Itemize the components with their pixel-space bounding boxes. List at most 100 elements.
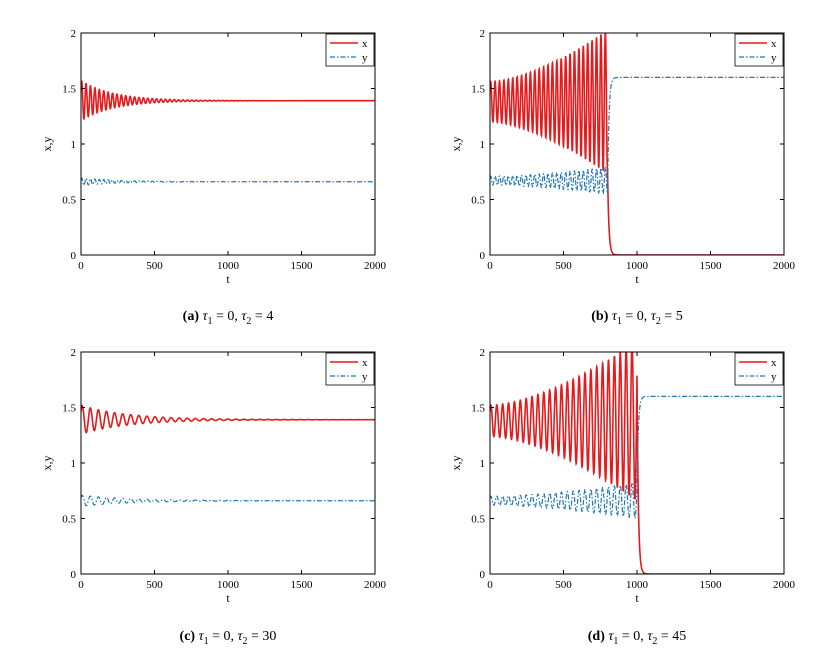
x-axis-label: t bbox=[635, 272, 639, 286]
y-axis-label: x,y bbox=[40, 456, 54, 471]
caption-part: (a) bbox=[183, 309, 200, 324]
legend-label-y: y bbox=[362, 371, 368, 383]
legend-box bbox=[325, 33, 375, 67]
x-axis-label: t bbox=[226, 591, 230, 605]
y-tick-label: 0 bbox=[71, 569, 77, 581]
caption-part: 2 bbox=[652, 636, 657, 647]
panel-caption: (d) τ1 = 0, τ2 = 45 bbox=[588, 629, 686, 647]
y-tick-label: 1.5 bbox=[471, 84, 485, 96]
legend-label-x: x bbox=[771, 357, 777, 369]
y-tick-label: 2 bbox=[480, 347, 486, 359]
x-tick-label: 2000 bbox=[773, 260, 796, 272]
caption-part: 2 bbox=[246, 316, 251, 327]
panel-caption: (b) τ1 = 0, τ2 = 5 bbox=[591, 309, 682, 327]
series-line-y bbox=[490, 395, 784, 520]
x-tick-label: 500 bbox=[146, 579, 163, 591]
y-tick-label: 0 bbox=[480, 250, 486, 262]
x-tick-label: 1000 bbox=[217, 579, 240, 591]
legend-box bbox=[325, 352, 375, 386]
caption-part: 1 bbox=[208, 316, 213, 327]
caption-part: τ bbox=[608, 629, 614, 644]
x-tick-label: 0 bbox=[487, 579, 493, 591]
caption-part: (b) bbox=[591, 309, 608, 324]
caption-part: = 0, bbox=[213, 309, 242, 324]
caption-part: 1 bbox=[617, 316, 622, 327]
caption-part: = 0, bbox=[618, 629, 647, 644]
y-axis-label: x,y bbox=[449, 137, 463, 152]
y-tick-label: 0.5 bbox=[62, 195, 76, 207]
y-tick-label: 1.5 bbox=[471, 403, 485, 415]
caption-part: = 45 bbox=[657, 629, 686, 644]
series-line-y bbox=[490, 76, 784, 196]
legend: xy bbox=[734, 352, 784, 386]
caption-part: = 30 bbox=[248, 629, 277, 644]
y-tick-label: 2 bbox=[71, 28, 77, 40]
x-axis-label: t bbox=[635, 591, 639, 605]
x-tick-label: 1500 bbox=[291, 260, 314, 272]
legend-box bbox=[734, 33, 784, 67]
x-tick-label: 500 bbox=[555, 579, 572, 591]
y-tick-label: 0 bbox=[71, 250, 77, 262]
x-tick-label: 1500 bbox=[700, 260, 723, 272]
x-tick-label: 0 bbox=[78, 260, 84, 272]
caption-part: τ bbox=[238, 629, 244, 644]
x-tick-label: 0 bbox=[78, 579, 84, 591]
x-tick-label: 500 bbox=[555, 260, 572, 272]
legend: xy bbox=[734, 33, 784, 67]
panel-caption: (a) τ1 = 0, τ2 = 4 bbox=[183, 309, 274, 327]
y-tick-label: 1.5 bbox=[62, 84, 76, 96]
x-tick-label: 2000 bbox=[773, 579, 796, 591]
y-tick-label: 1 bbox=[480, 139, 486, 151]
caption-part: (c) bbox=[180, 629, 196, 644]
y-tick-label: 1 bbox=[480, 458, 486, 470]
legend-label-y: y bbox=[771, 371, 777, 383]
y-tick-label: 1.5 bbox=[62, 403, 76, 415]
x-tick-label: 1000 bbox=[626, 260, 649, 272]
caption-part: 1 bbox=[613, 636, 618, 647]
legend-label-x: x bbox=[362, 357, 368, 369]
series-line-x bbox=[490, 33, 784, 255]
caption-part: = 0, bbox=[622, 309, 651, 324]
x-tick-label: 1000 bbox=[626, 579, 649, 591]
series-line-y bbox=[81, 494, 375, 507]
caption-part: τ bbox=[241, 309, 247, 324]
caption-part: τ bbox=[651, 309, 657, 324]
x-tick-label: 1000 bbox=[217, 260, 240, 272]
y-tick-label: 0.5 bbox=[471, 195, 485, 207]
legend-label-x: x bbox=[771, 38, 777, 50]
chart-panel-b: 0 500 1000 1500 2000 0 0.5 1 1.5 2 t x,y xy (b) τ 1 = … bbox=[449, 28, 796, 327]
caption-part: τ bbox=[202, 309, 208, 324]
caption-part: = 5 bbox=[661, 309, 683, 324]
y-tick-label: 0 bbox=[480, 569, 486, 581]
y-axis-label: x,y bbox=[449, 456, 463, 471]
caption-part: = 4 bbox=[251, 309, 273, 324]
y-tick-label: 2 bbox=[71, 347, 77, 359]
y-tick-label: 2 bbox=[480, 28, 486, 40]
caption-part: τ bbox=[199, 629, 205, 644]
y-axis-label: x,y bbox=[40, 137, 54, 152]
y-tick-label: 1 bbox=[71, 458, 77, 470]
x-tick-label: 0 bbox=[487, 260, 493, 272]
legend-label-x: x bbox=[362, 38, 368, 50]
legend: xy bbox=[325, 352, 375, 386]
legend-label-y: y bbox=[362, 52, 368, 64]
y-tick-label: 1 bbox=[71, 139, 77, 151]
x-tick-label: 500 bbox=[146, 260, 163, 272]
y-tick-label: 0.5 bbox=[62, 514, 76, 526]
series-line-y bbox=[81, 177, 375, 186]
y-tick-label: 0.5 bbox=[471, 514, 485, 526]
caption-part: = 0, bbox=[209, 629, 238, 644]
caption-part: 2 bbox=[243, 636, 248, 647]
legend-box bbox=[734, 352, 784, 386]
series-line-x bbox=[490, 352, 784, 574]
caption-part: (d) bbox=[588, 629, 605, 644]
legend: xy bbox=[325, 33, 375, 67]
caption-part: 2 bbox=[656, 316, 661, 327]
series-line-x bbox=[81, 404, 375, 434]
x-tick-label: 2000 bbox=[364, 579, 387, 591]
x-tick-label: 2000 bbox=[364, 260, 387, 272]
